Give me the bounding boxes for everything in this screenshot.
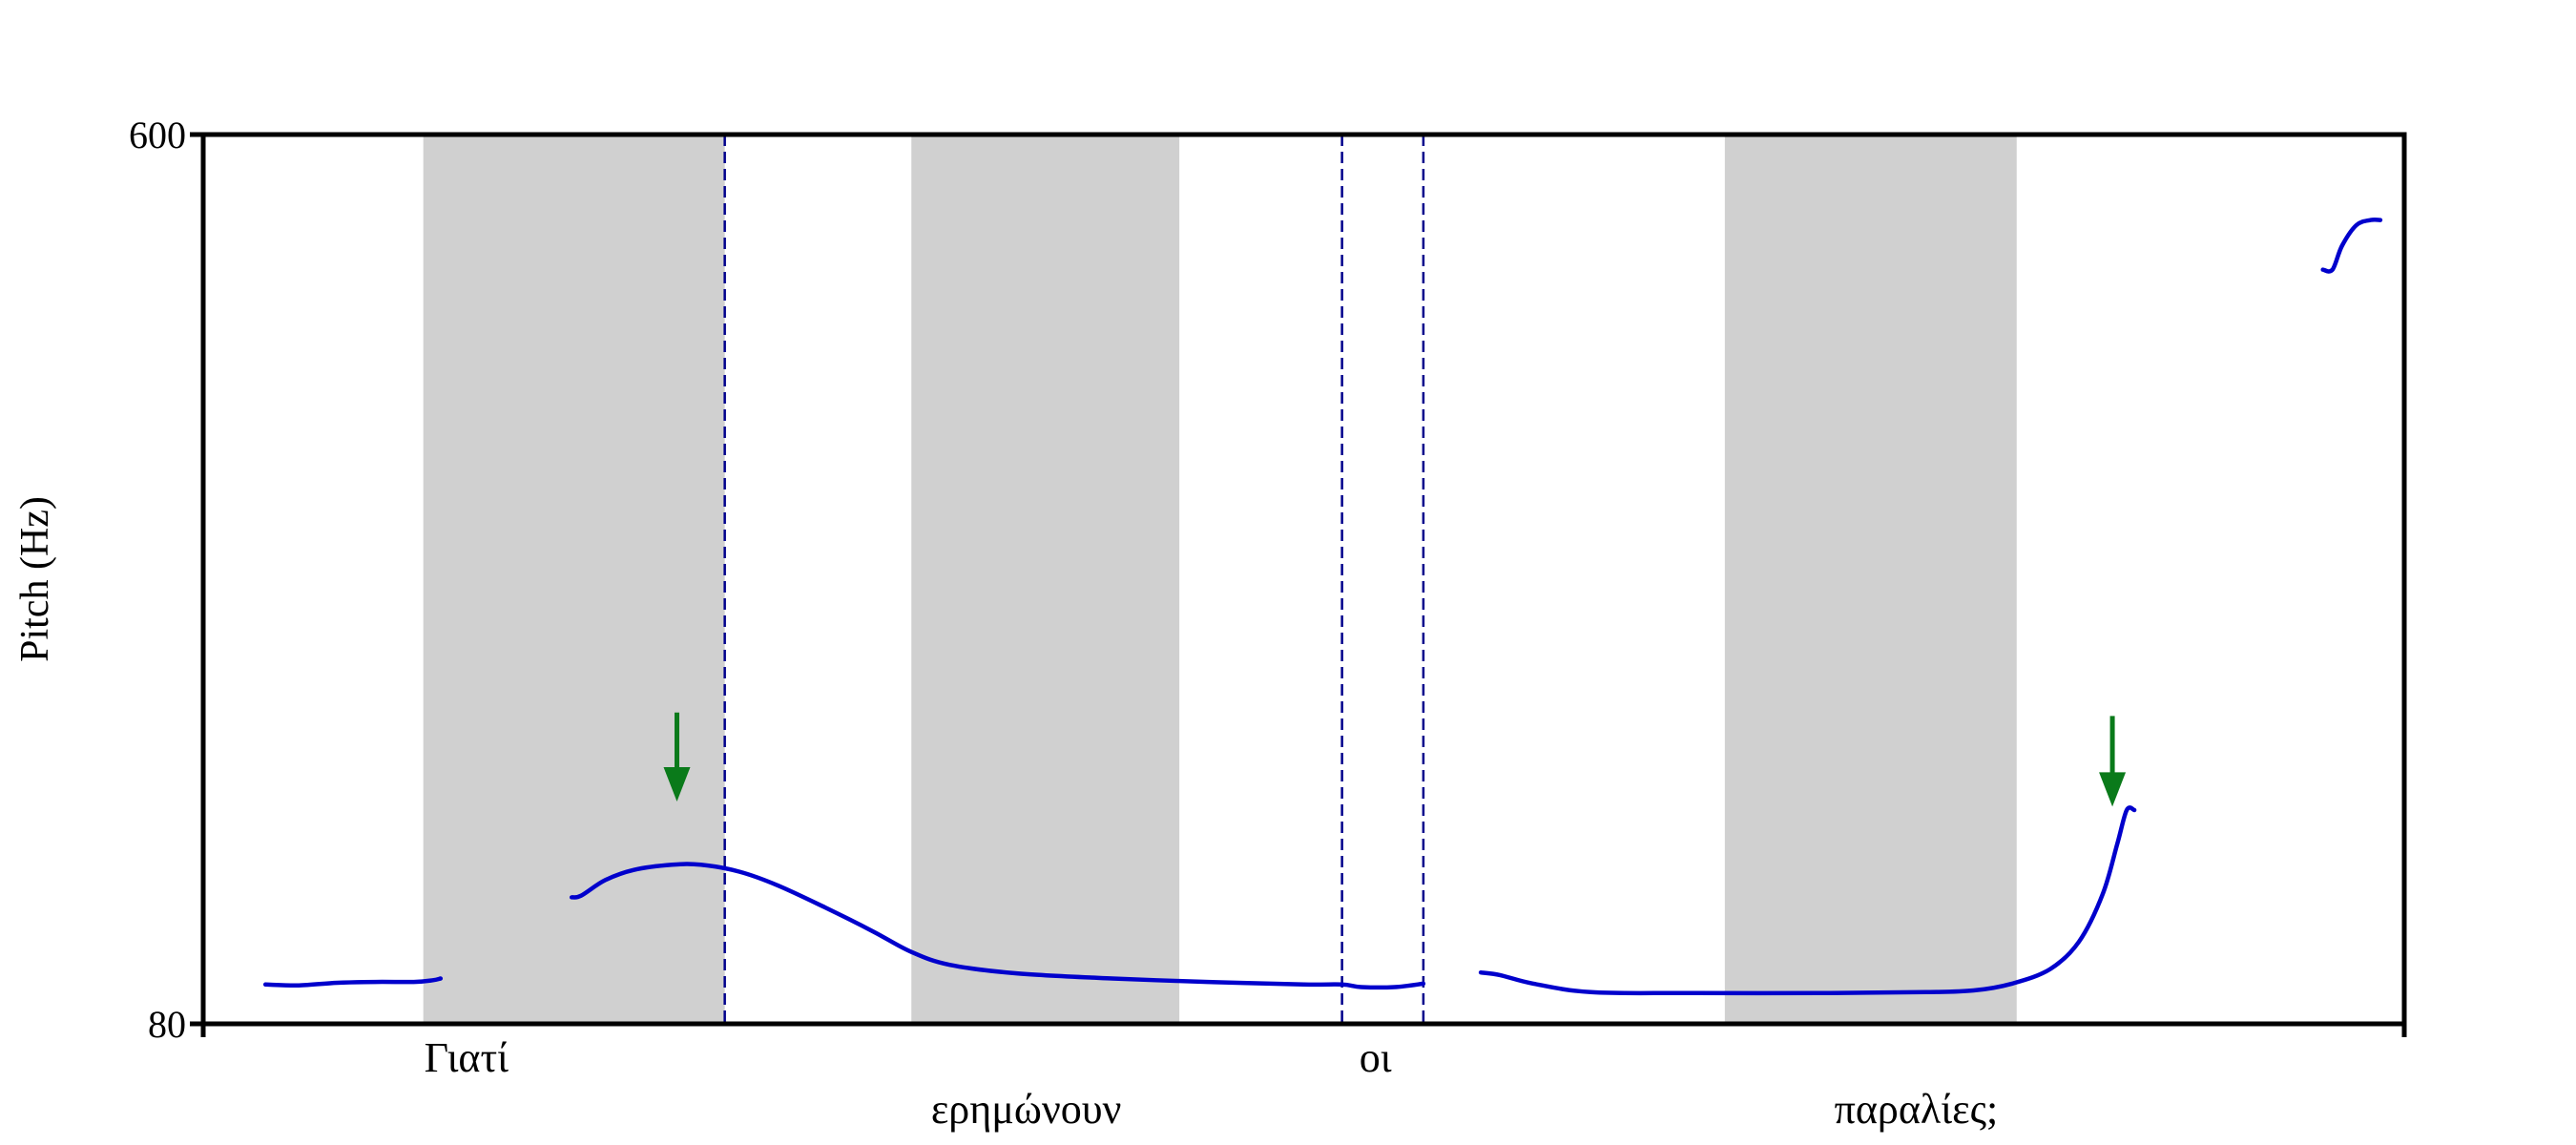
pitch-series-4 bbox=[2320, 217, 2383, 274]
pitch-series-3 bbox=[1478, 805, 2137, 996]
pitch-series-2 bbox=[569, 862, 1426, 990]
word-label-3: οι bbox=[1360, 1034, 1392, 1081]
shaded-region-1 bbox=[423, 135, 725, 1024]
boundary-lines bbox=[723, 135, 1425, 1024]
word-label-4: παραλίες; bbox=[1835, 1086, 1999, 1133]
y-tick-label-2: 80 bbox=[148, 1003, 186, 1046]
shaded-region-2 bbox=[911, 135, 1180, 1024]
y-axis-label: Pitch (Hz) bbox=[13, 496, 57, 662]
arrow-1 bbox=[663, 712, 691, 802]
plot-frame bbox=[200, 132, 2407, 1027]
arrow-head bbox=[2099, 772, 2127, 807]
y-tick-label-1: 600 bbox=[129, 114, 186, 156]
word-labels: Γιατί ερημώνουν οι παραλίες; bbox=[425, 1034, 1999, 1133]
shaded-regions bbox=[423, 135, 2017, 1024]
word-label-2: ερημώνουν bbox=[931, 1086, 1122, 1133]
shaded-region-3 bbox=[1724, 135, 2017, 1024]
arrow-head bbox=[663, 767, 691, 802]
pitch-series-1 bbox=[262, 976, 444, 989]
arrow-2 bbox=[2099, 716, 2127, 807]
axis-ticks: 600 80 bbox=[129, 114, 2407, 1046]
pitch-series bbox=[262, 217, 2383, 996]
arrows bbox=[663, 712, 2127, 807]
word-label-1: Γιατί bbox=[425, 1034, 509, 1081]
